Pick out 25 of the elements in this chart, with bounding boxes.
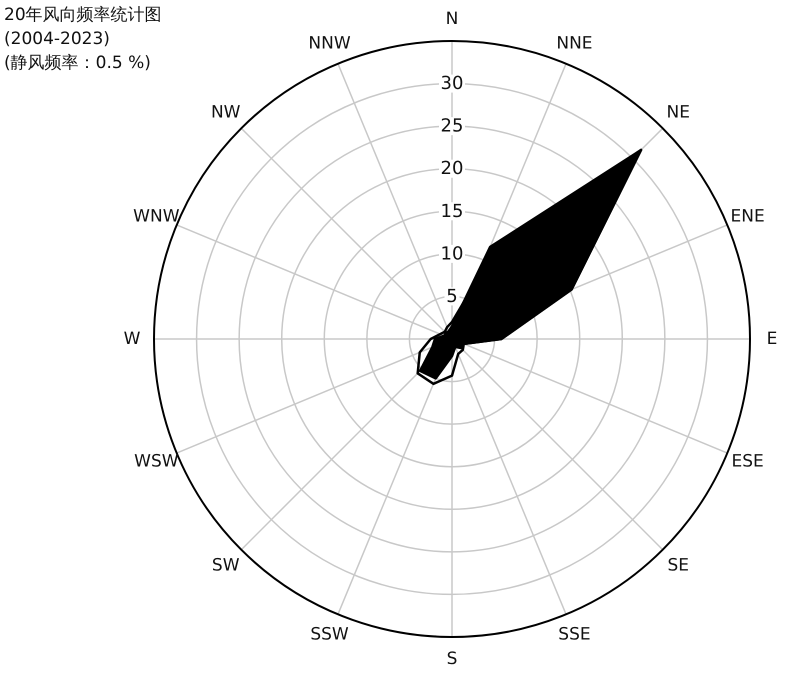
spoke-label: W xyxy=(124,329,141,349)
spoke-label: S xyxy=(446,649,458,669)
spoke-label: NNE xyxy=(556,33,593,54)
spoke-label: N xyxy=(446,9,458,29)
spoke-label: SE xyxy=(668,555,690,576)
ytick: 25 xyxy=(439,116,465,137)
spoke-label: WSW xyxy=(134,451,179,472)
ytick: 20 xyxy=(439,158,465,180)
text: (静风频率：0.5 %) xyxy=(4,53,151,73)
spoke-label: ESE xyxy=(732,451,764,472)
spoke-label: NNW xyxy=(308,33,351,54)
chart-title: 20年风向频率统计图 xyxy=(4,5,162,25)
spoke-label: NE xyxy=(666,102,690,123)
ytick: 30 xyxy=(439,73,465,94)
ytick: 10 xyxy=(439,243,465,264)
ytick: 5 xyxy=(444,286,460,307)
spoke-label: SW xyxy=(212,555,240,576)
spoke-label: SSW xyxy=(310,624,349,645)
ytick: 15 xyxy=(439,200,465,222)
text: (2004-2023) xyxy=(4,29,110,49)
spoke-label: SSE xyxy=(558,624,591,645)
spoke-label: E xyxy=(766,329,778,349)
spoke-label: NW xyxy=(210,102,241,123)
spoke-label: WNW xyxy=(133,206,180,227)
spoke-label: ENE xyxy=(730,206,765,227)
